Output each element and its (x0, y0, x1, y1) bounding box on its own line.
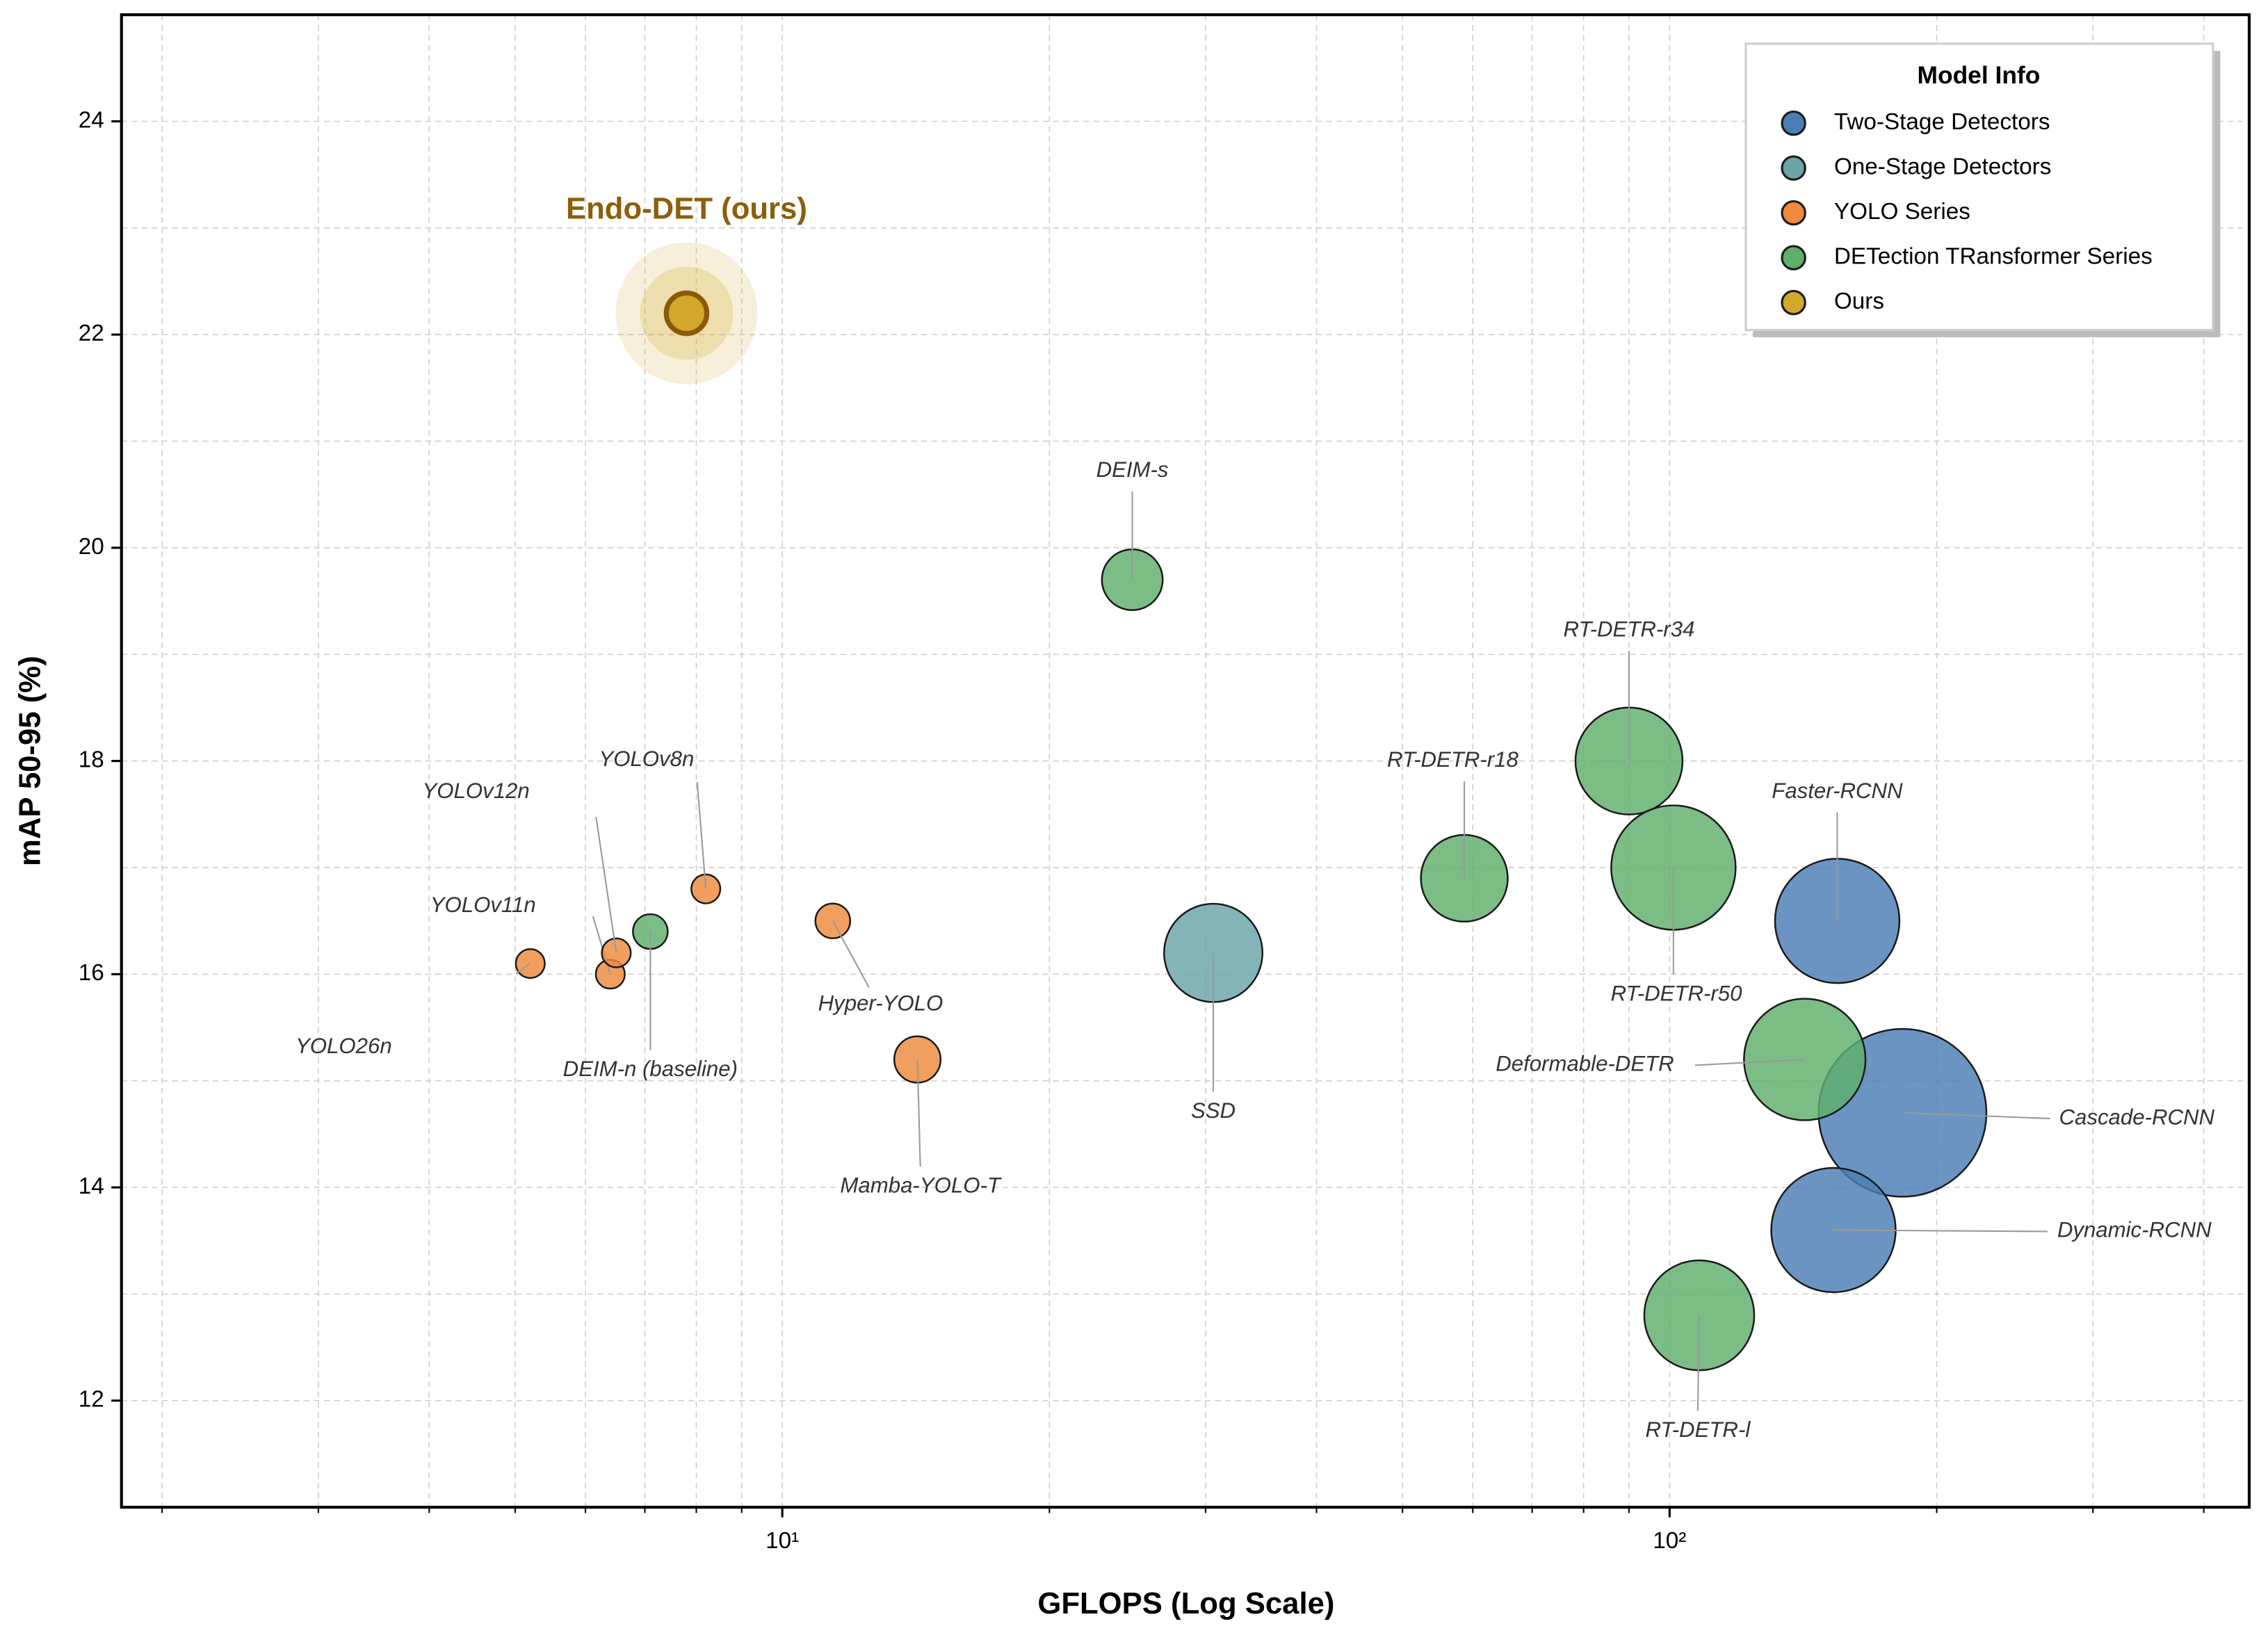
legend-marker (1781, 245, 1806, 270)
leader-line (696, 781, 707, 889)
leader-line (1833, 1229, 2048, 1233)
point-label: Faster-RCNN (1772, 779, 1903, 803)
legend-label: Ours (1834, 288, 1884, 314)
y-tick-label: 12 (79, 1387, 104, 1413)
legend-box (1744, 42, 2214, 332)
y-tick-label: 16 (79, 960, 104, 986)
point-label: Mamba-YOLO-T (840, 1173, 1001, 1197)
x-axis-label: GFLOPS (Log Scale) (1037, 1586, 1334, 1620)
point-label: DEIM-s (1096, 457, 1169, 482)
y-tick-label: 22 (79, 320, 104, 346)
point-label: RT-DETR-l (1646, 1417, 1751, 1442)
y-tick-label: 20 (79, 534, 104, 560)
point-label: Dynamic-RCNN (2057, 1218, 2212, 1242)
annotation: Endo-DET (ours) (566, 191, 807, 225)
y-axis-label: mAP 50-95 (%) (13, 656, 47, 866)
point-label: DEIM-n (baseline) (563, 1057, 738, 1081)
point-label: YOLOv11n (430, 893, 536, 917)
point-label: Cascade-RCNN (2059, 1105, 2215, 1129)
axes: 10¹ 10² 12 14 16 18 20 22 24 (79, 107, 2205, 1554)
y-tick-label: 18 (79, 747, 104, 772)
leader-line (1696, 1315, 1701, 1411)
point-label: Hyper-YOLO (818, 991, 943, 1016)
legend-marker (1781, 111, 1806, 136)
point-label: YOLOv8n (599, 747, 694, 771)
legend: Model Info Two-Stage Detectors One-Stage … (1744, 42, 2221, 338)
y-tick-label: 14 (79, 1173, 104, 1199)
point-label: RT-DETR-r18 (1387, 747, 1519, 772)
x-tick-label: 10² (1653, 1528, 1686, 1554)
bubble (663, 290, 710, 336)
marks: Faster-RCNN Cascade-RCNN Dynamic-RCNN SSD YO… (295, 191, 2215, 1441)
legend-title: Model Info (1918, 62, 2041, 89)
point-label: SSD (1191, 1098, 1236, 1123)
legend-marker (1781, 200, 1806, 226)
leader-line (832, 920, 870, 988)
leader-line (515, 963, 531, 975)
leader-line (1694, 1059, 1805, 1066)
point-label: YOLOv12n (422, 779, 529, 803)
point-label: RT-DETR-r34 (1563, 617, 1694, 642)
legend-label: Two-Stage Detectors (1834, 109, 2050, 135)
x-tick-label: 10¹ (766, 1528, 799, 1554)
point-label: Deformable-DETR (1496, 1052, 1674, 1076)
leader-line (595, 816, 617, 953)
point-label: RT-DETR-r50 (1611, 981, 1743, 1005)
legend-label: YOLO Series (1834, 199, 1970, 225)
leader-line (1902, 1112, 2050, 1120)
bubble (814, 902, 851, 939)
legend-marker (1781, 289, 1806, 316)
legend-marker (1781, 155, 1806, 181)
legend-label: One-Stage Detectors (1834, 154, 2051, 180)
point-label: YOLO26n (295, 1034, 392, 1058)
leader-line (916, 1059, 921, 1167)
y-tick-label: 24 (79, 107, 104, 133)
legend-label: DETection TRansformer Series (1834, 243, 2153, 269)
